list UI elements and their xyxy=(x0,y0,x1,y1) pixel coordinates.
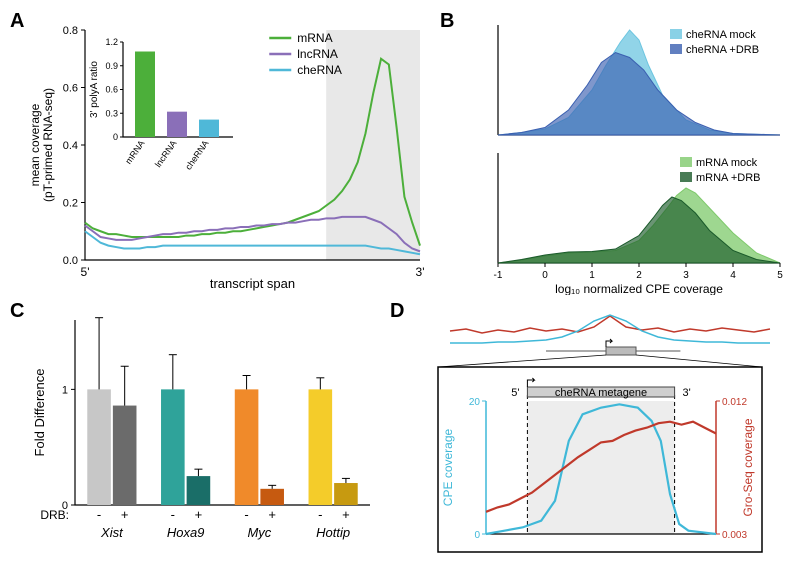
svg-text:0: 0 xyxy=(542,270,548,281)
svg-text:-: - xyxy=(97,507,101,522)
svg-text:Myc: Myc xyxy=(247,525,271,540)
panel-a-chart: 0.0 0.2 0.4 0.6 0.8 mean coverage(pT-primed R… xyxy=(30,15,430,295)
svg-text:5: 5 xyxy=(777,270,783,281)
svg-text:0: 0 xyxy=(113,132,118,142)
svg-text:mRNA +DRB: mRNA +DRB xyxy=(696,172,761,184)
svg-text:Hottip: Hottip xyxy=(316,525,350,540)
panel-d-label: D xyxy=(390,300,404,323)
svg-text:0.0: 0.0 xyxy=(63,255,78,267)
svg-text:1.2: 1.2 xyxy=(105,37,118,47)
svg-text:0.3: 0.3 xyxy=(105,108,118,118)
svg-text:lncRNA: lncRNA xyxy=(153,138,179,169)
svg-text:Hoxa9: Hoxa9 xyxy=(167,525,205,540)
svg-text:log₁₀ normalized CPE coverage: log₁₀ normalized CPE coverage xyxy=(555,282,723,295)
svg-text:3: 3 xyxy=(683,270,689,281)
svg-text:mRNA mock: mRNA mock xyxy=(696,157,758,169)
svg-text:5': 5' xyxy=(511,387,519,399)
svg-text:4: 4 xyxy=(730,270,736,281)
svg-text:-1: -1 xyxy=(494,270,503,281)
svg-text:cheRNA +DRB: cheRNA +DRB xyxy=(686,44,759,56)
svg-text:+: + xyxy=(268,507,276,522)
svg-text:0.003: 0.003 xyxy=(722,530,747,541)
svg-text:Fold Difference: Fold Difference xyxy=(32,369,47,457)
svg-text:0.6: 0.6 xyxy=(63,83,78,95)
panel-d-chart: cheRNA metagene 5' 3' 0 20 0.003 0.012 CPE cove… xyxy=(410,305,790,560)
svg-text:Gro-Seq coverage: Gro-Seq coverage xyxy=(741,418,755,516)
svg-text:mean coverage(pT-primed RNA-se: mean coverage(pT-primed RNA-seq) xyxy=(30,88,55,202)
svg-text:3': 3' xyxy=(682,387,690,399)
svg-text:DRB:: DRB: xyxy=(40,508,69,522)
svg-text:0.8: 0.8 xyxy=(63,25,78,37)
svg-text:+: + xyxy=(121,507,129,522)
svg-text:cheRNA metagene: cheRNA metagene xyxy=(555,387,647,399)
figure: A B C D 0.0 0.2 0.4 0.6 0.8 mean coverage(pT-… xyxy=(10,10,790,560)
svg-text:mRNA: mRNA xyxy=(123,138,146,165)
svg-text:0.6: 0.6 xyxy=(105,85,118,95)
panel-c-chart: 01Fold Difference-+Xist-+Hoxa9-+Myc-+Hot… xyxy=(30,310,380,560)
panel-b-label: B xyxy=(440,10,454,33)
svg-text:1: 1 xyxy=(62,384,68,396)
svg-text:-: - xyxy=(244,507,248,522)
svg-text:mRNA: mRNA xyxy=(297,31,332,45)
svg-text:+: + xyxy=(195,507,203,522)
svg-text:0.012: 0.012 xyxy=(722,397,747,408)
svg-text:0.9: 0.9 xyxy=(105,61,118,71)
svg-text:0.2: 0.2 xyxy=(63,198,78,210)
svg-text:+: + xyxy=(342,507,350,522)
panel-a-label: A xyxy=(10,10,24,33)
svg-text:5': 5' xyxy=(81,265,90,279)
panel-b-chart: density (10³)-1012345log₁₀ normalized CP… xyxy=(460,15,790,295)
svg-text:0.4: 0.4 xyxy=(63,140,78,152)
svg-text:2: 2 xyxy=(636,270,642,281)
svg-text:3' polyA ratio: 3' polyA ratio xyxy=(89,61,100,118)
svg-text:transcript span: transcript span xyxy=(210,276,295,291)
svg-text:cheRNA: cheRNA xyxy=(297,63,342,77)
svg-text:Xist: Xist xyxy=(100,525,124,540)
svg-text:0: 0 xyxy=(474,530,480,541)
svg-text:cheRNA: cheRNA xyxy=(183,138,210,171)
panel-c-label: C xyxy=(10,300,24,323)
svg-text:3': 3' xyxy=(416,265,425,279)
svg-text:-: - xyxy=(318,507,322,522)
svg-text:20: 20 xyxy=(469,397,481,408)
svg-text:cheRNA mock: cheRNA mock xyxy=(686,29,756,41)
svg-text:-: - xyxy=(171,507,175,522)
svg-text:lncRNA: lncRNA xyxy=(297,47,338,61)
svg-text:1: 1 xyxy=(589,270,595,281)
svg-text:CPE coverage: CPE coverage xyxy=(441,428,455,506)
